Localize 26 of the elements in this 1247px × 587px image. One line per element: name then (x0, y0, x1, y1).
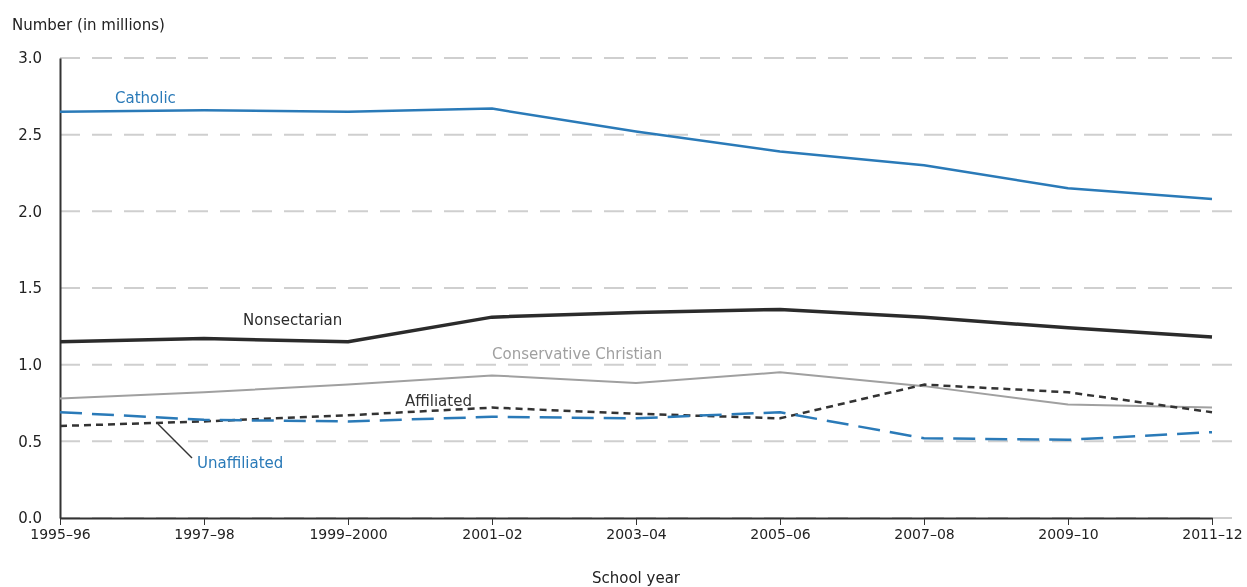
line-series (59, 371, 1213, 409)
x-axis-title: School year (591, 569, 681, 587)
y-tick-label: 2.5 (18, 125, 42, 144)
x-tick-label: 1995–96 (30, 525, 91, 542)
y-tick-label: 0.0 (18, 509, 42, 528)
x-tick-label: 2007–08 (894, 525, 955, 542)
y-tick-label: 1.0 (18, 355, 42, 374)
x-tick-label: 2005–06 (750, 525, 811, 542)
series-label: Catholic (115, 89, 176, 107)
series-label: Affiliated (405, 392, 472, 410)
x-tick-label: 2001–02 (462, 525, 523, 542)
x-tick-label: 1999–2000 (309, 525, 388, 542)
x-tick-label: 2003–04 (606, 525, 667, 542)
x-tick-label: 1997–98 (174, 525, 235, 542)
text: Unaffiliated (197, 454, 284, 472)
y-tick-label: 3.0 (18, 49, 42, 68)
y-tick-label: 2.0 (18, 202, 42, 221)
line-series (58, 410, 1214, 442)
line-series (58, 107, 1214, 201)
y-axis-title: Number (in millions) (12, 16, 165, 34)
series-label: Conservative Christian (492, 345, 663, 363)
y-tick-label: 0.5 (18, 432, 42, 451)
x-tick-label: 2009–10 (1038, 525, 1099, 542)
series-label: Nonsectarian (243, 311, 343, 329)
x-tick-label: 2011–12 (1182, 525, 1243, 542)
y-tick-label: 1.5 (18, 279, 42, 298)
